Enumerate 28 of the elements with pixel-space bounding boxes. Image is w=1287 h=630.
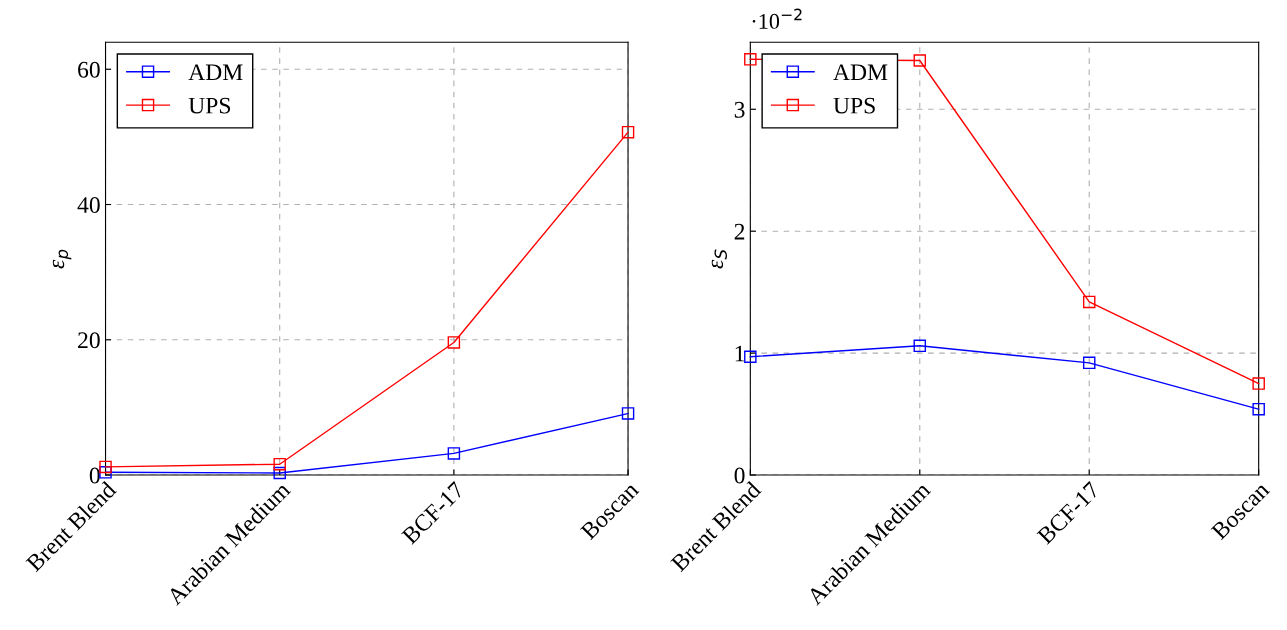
point [1252,402,1265,416]
y-axis-title: ε$_{S}$ [711,249,727,269]
point [1252,377,1265,390]
point [913,339,927,353]
legend-label: UPS [188,97,231,114]
y-tick-label: 20 [78,332,100,349]
point [273,457,286,471]
y-tick-label: 40 [77,197,100,213]
point [744,53,757,66]
legend-label: ADM [188,64,243,81]
point [447,336,461,349]
point [913,54,927,67]
legend-label: ADM [833,64,888,81]
point [621,407,635,420]
point [273,466,286,480]
point [1082,295,1096,309]
text: ·10$^{−2}$ [752,8,802,29]
y-tick-label: 60 [78,61,100,78]
point [1082,356,1096,370]
point [621,125,635,139]
legend-label: UPS [833,97,875,114]
y-tick-label: 3 [734,101,745,118]
y-tick-label: 2 [734,223,745,240]
y-tick-label: 1 [735,345,745,362]
point [447,447,461,460]
point [744,350,757,364]
y-axis-title: ε$_{p}$ [52,249,72,269]
point [99,460,112,474]
